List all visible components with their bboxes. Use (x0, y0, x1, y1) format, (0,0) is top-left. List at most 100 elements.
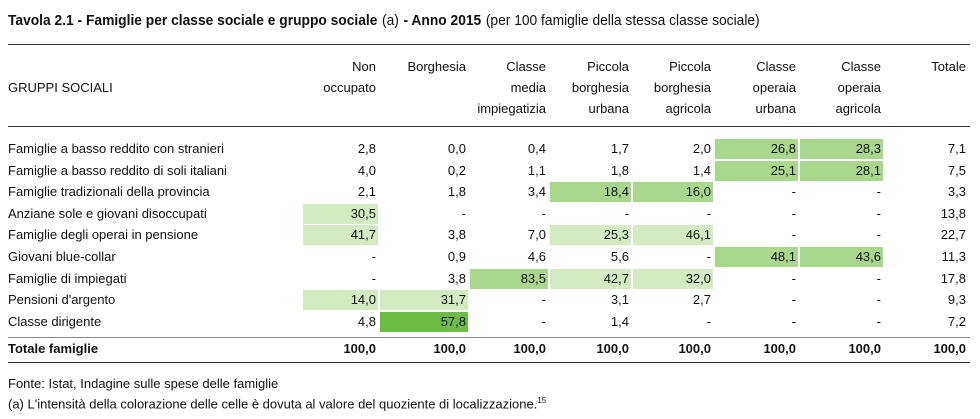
cell-value: 42,7 (603, 270, 629, 286)
cell-value: 17,8 (940, 270, 966, 286)
row-label: Famiglie tradizionali della provincia (8, 184, 210, 200)
cell-bg (715, 139, 798, 159)
source: Fonte: Istat, Indagine sulle spese delle… (8, 376, 279, 391)
column-header: borghesia (653, 80, 711, 95)
cell-value: 1,8 (447, 184, 466, 200)
column-header: Classe (756, 59, 796, 74)
cell-value: 25,3 (603, 227, 629, 243)
cell-bg (303, 290, 378, 311)
cell-value: - (791, 205, 796, 221)
rule (8, 362, 970, 363)
row-label: Pensioni d'argento (8, 292, 116, 308)
cell-bg (633, 182, 713, 203)
row-label: Giovani blue-collar (8, 249, 116, 264)
column-header: borghesia (571, 80, 629, 95)
cell-value: - (706, 249, 711, 264)
cell-value: 7,1 (947, 141, 966, 156)
cell-value: 28,1 (855, 162, 881, 178)
title-part: (per 100 famiglie della stessa classe so… (485, 12, 760, 29)
cell-value: - (876, 184, 881, 200)
cell-value: - (876, 270, 881, 286)
column-header: agricola (665, 101, 711, 116)
cell-bg (380, 290, 468, 311)
column-header: occupato (323, 80, 376, 95)
cell-value: 18,4 (603, 184, 629, 200)
rule (8, 44, 970, 45)
note: (a) L'intensità della colorazione delle … (8, 393, 546, 412)
cell-bg (470, 268, 548, 289)
cell-value: 3,8 (447, 227, 466, 243)
cell-bg (715, 247, 798, 267)
cell-value: - (541, 205, 546, 221)
cell-bg (800, 139, 883, 159)
column-header: media (510, 80, 546, 95)
cell-value: 2,8 (357, 141, 376, 156)
cell-value: 1,4 (610, 313, 629, 329)
cell-value: - (541, 292, 546, 308)
rule (8, 126, 970, 127)
cell-value: 4,8 (357, 313, 376, 329)
column-header: urbana (755, 101, 796, 116)
cell-value: 43,6 (855, 249, 881, 264)
cell-value: 13,8 (940, 205, 966, 221)
cell-value: - (371, 270, 376, 286)
column-header: impiegatizia (477, 101, 546, 116)
row-label: Famiglie degli operai in pensione (8, 227, 199, 243)
cell-value: - (706, 313, 711, 329)
row-header: GRUPPI SOCIALI (8, 80, 113, 95)
cell-value: 32,0 (685, 270, 711, 286)
cell-value: - (371, 249, 376, 264)
column-header: Non (352, 59, 376, 74)
cell-value: 16,0 (685, 184, 711, 200)
cell-value: 83,5 (520, 270, 546, 286)
cell-value: 2,7 (692, 292, 711, 308)
cell-value: - (791, 292, 796, 308)
cell-value: - (876, 313, 881, 329)
cell-value: 2,1 (357, 184, 376, 200)
cell-value: 4,0 (357, 162, 376, 178)
cell-value: 11,3 (941, 249, 966, 264)
cell-value: 30,5 (350, 205, 376, 221)
cell-value: - (876, 205, 881, 221)
cell-bg (380, 311, 468, 332)
cell-bg (303, 203, 378, 224)
cell-value: - (461, 205, 466, 221)
cell-value: 1,7 (610, 141, 629, 156)
cell-value: - (791, 270, 796, 286)
row-label: Anziane sole e giovani disoccupati (8, 205, 207, 221)
cell-value: 28,3 (855, 141, 881, 156)
cell-value: 25,1 (770, 162, 796, 178)
cell-value: 0,0 (447, 141, 466, 156)
row-label: Famiglie di impiegati (8, 270, 127, 286)
column-header: Borghesia (407, 59, 466, 74)
total-value: 100,0 (933, 341, 966, 356)
cell-value: 14,0 (350, 292, 376, 308)
total-value: 100,0 (763, 341, 796, 356)
cell-value: 7,5 (947, 162, 966, 178)
cell-bg (550, 225, 631, 246)
total-value: 100,0 (678, 341, 711, 356)
total-value: 100,0 (848, 341, 881, 356)
cell-value: - (876, 227, 881, 243)
cell-value: 9,3 (947, 292, 966, 308)
cell-value: 5,6 (610, 249, 629, 264)
column-header: Totale (931, 59, 966, 74)
cell-value: - (791, 184, 796, 200)
title-part: - Anno 2015 (403, 12, 482, 29)
cell-bg (633, 225, 713, 246)
total-label: Totale famiglie (8, 341, 99, 356)
cell-bg (550, 268, 631, 289)
cell-bg (800, 160, 883, 181)
total-value: 100,0 (343, 341, 376, 356)
cell-value: 3,3 (947, 184, 966, 200)
cell-value: 7,0 (527, 227, 546, 243)
cell-value: 31,7 (440, 292, 466, 308)
column-header: operaia (837, 80, 881, 95)
column-header: Classe (841, 59, 881, 74)
title: Tavola 2.1 - Famiglie per classe sociale… (8, 12, 764, 29)
cell-bg (715, 160, 798, 181)
rule (8, 337, 970, 338)
row-label: Classe dirigente (8, 313, 102, 329)
cell-value: 41,7 (350, 227, 376, 243)
cell-value: 1,1 (527, 162, 546, 178)
